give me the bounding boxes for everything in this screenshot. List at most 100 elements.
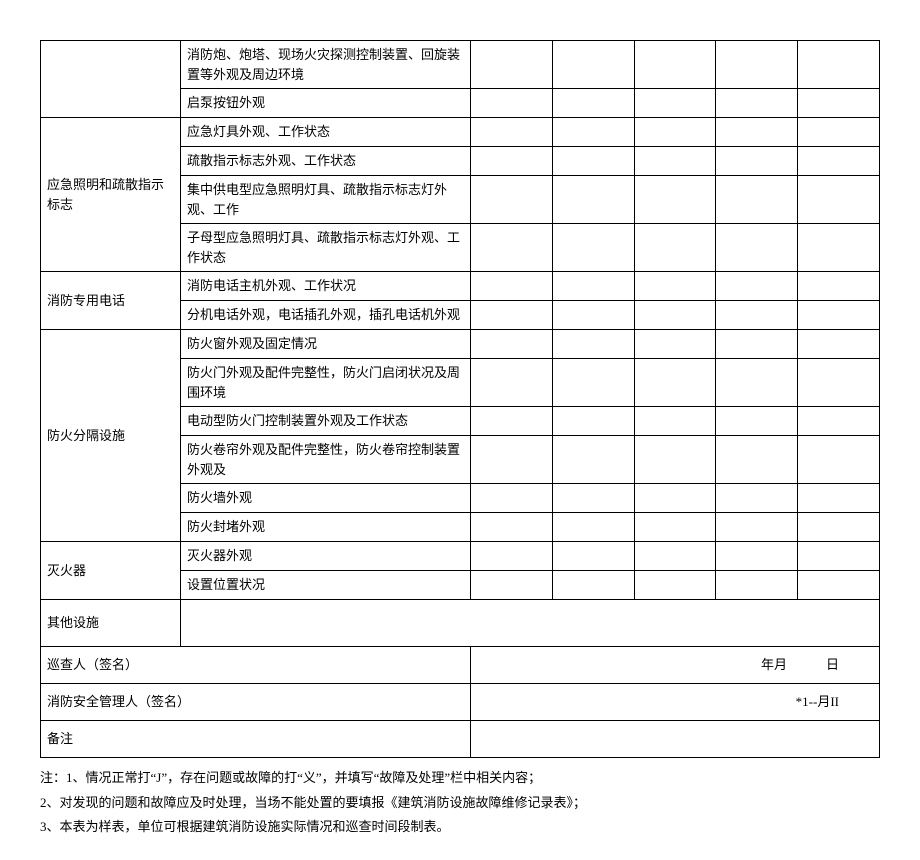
signature-date xyxy=(471,721,880,758)
check-cell xyxy=(471,571,553,600)
check-cell xyxy=(798,542,880,571)
check-cell xyxy=(716,147,798,176)
item-cell: 子母型应急照明灯具、疏散指示标志灯外观、工作状态 xyxy=(181,224,471,272)
check-cell xyxy=(634,542,716,571)
check-cell xyxy=(634,359,716,407)
check-cell xyxy=(471,147,553,176)
check-cell xyxy=(716,436,798,484)
check-cell xyxy=(471,118,553,147)
signature-label: 备注 xyxy=(41,721,471,758)
signature-date: *1--月II xyxy=(471,684,880,721)
signature-date: 年月 日 xyxy=(471,647,880,684)
check-cell xyxy=(716,41,798,89)
signature-label: 消防安全管理人（签名） xyxy=(41,684,471,721)
item-cell: 灭火器外观 xyxy=(181,542,471,571)
check-cell xyxy=(634,330,716,359)
item-cell: 分机电话外观，电话插孔外观，插孔电话机外观 xyxy=(181,301,471,330)
check-cell xyxy=(798,571,880,600)
item-cell: 设置位置状况 xyxy=(181,571,471,600)
footnote-line: 注：1、情况正常打“J”，存在问题或故障的打“义”，并填写“故障及处理”栏中相关… xyxy=(40,766,880,791)
check-cell xyxy=(798,513,880,542)
check-cell xyxy=(716,359,798,407)
category-cell: 防火分隔设施 xyxy=(41,330,181,542)
check-cell xyxy=(634,118,716,147)
item-cell: 电动型防火门控制装置外观及工作状态 xyxy=(181,407,471,436)
check-cell xyxy=(471,301,553,330)
signature-label: 巡查人（签名） xyxy=(41,647,471,684)
footnote-line: 2、对发现的问题和故障应及时处理，当场不能处置的要填报《建筑消防设施故障维修记录… xyxy=(40,791,880,816)
inspection-table: 消防炮、炮塔、现场火灾探测控制装置、回旋装置等外观及周边环境启泵按钮外观应急照明… xyxy=(40,40,880,758)
signature-row: 消防安全管理人（签名）*1--月II xyxy=(41,684,880,721)
check-cell xyxy=(552,436,634,484)
check-cell xyxy=(471,436,553,484)
table-row: 防火分隔设施防火窗外观及固定情况 xyxy=(41,330,880,359)
check-cell xyxy=(716,513,798,542)
check-cell xyxy=(471,542,553,571)
check-cell xyxy=(798,118,880,147)
item-cell: 防火卷帘外观及配件完整性，防火卷帘控制装置外观及 xyxy=(181,436,471,484)
check-cell xyxy=(552,224,634,272)
check-cell xyxy=(798,330,880,359)
check-cell xyxy=(471,513,553,542)
check-cell xyxy=(798,224,880,272)
category-cell: 灭火器 xyxy=(41,542,181,600)
check-cell xyxy=(471,272,553,301)
check-cell xyxy=(634,571,716,600)
check-cell xyxy=(634,272,716,301)
category-cell xyxy=(41,41,181,118)
check-cell xyxy=(552,513,634,542)
check-cell xyxy=(634,176,716,224)
check-cell xyxy=(634,513,716,542)
check-cell xyxy=(552,176,634,224)
table-row: 消防炮、炮塔、现场火灾探测控制装置、回旋装置等外观及周边环境 xyxy=(41,41,880,89)
item-cell: 防火封堵外观 xyxy=(181,513,471,542)
check-cell xyxy=(798,407,880,436)
check-cell xyxy=(471,41,553,89)
check-cell xyxy=(552,41,634,89)
item-cell: 防火墙外观 xyxy=(181,484,471,513)
check-cell xyxy=(798,301,880,330)
footnote-line: 3、本表为样表，单位可根据建筑消防设施实际情况和巡查时间段制表。 xyxy=(40,815,880,840)
check-cell xyxy=(634,41,716,89)
item-cell: 防火窗外观及固定情况 xyxy=(181,330,471,359)
check-cell xyxy=(798,89,880,118)
table-row: 其他设施 xyxy=(41,600,880,647)
category-cell: 其他设施 xyxy=(41,600,181,647)
check-cell xyxy=(634,484,716,513)
check-cell xyxy=(716,272,798,301)
check-cell xyxy=(716,407,798,436)
check-cell xyxy=(471,330,553,359)
signature-row: 备注 xyxy=(41,721,880,758)
check-cell xyxy=(798,176,880,224)
check-cell xyxy=(798,436,880,484)
check-cell xyxy=(716,301,798,330)
check-cell xyxy=(716,118,798,147)
item-cell: 疏散指示标志外观、工作状态 xyxy=(181,147,471,176)
item-cell: 消防电话主机外观、工作状况 xyxy=(181,272,471,301)
check-cell xyxy=(552,301,634,330)
check-cell xyxy=(634,407,716,436)
check-cell xyxy=(634,89,716,118)
check-cell xyxy=(716,176,798,224)
item-cell: 应急灯具外观、工作状态 xyxy=(181,118,471,147)
item-cell: 启泵按钮外观 xyxy=(181,89,471,118)
check-cell xyxy=(471,484,553,513)
check-cell xyxy=(471,224,553,272)
check-cell xyxy=(552,147,634,176)
item-cell: 集中供电型应急照明灯具、疏散指示标志灯外观、工作 xyxy=(181,176,471,224)
check-cell xyxy=(716,224,798,272)
check-cell xyxy=(471,359,553,407)
check-cell xyxy=(798,484,880,513)
check-cell xyxy=(716,542,798,571)
check-cell xyxy=(552,118,634,147)
check-cell xyxy=(798,359,880,407)
check-cell xyxy=(471,176,553,224)
item-cell: 消防炮、炮塔、现场火灾探测控制装置、回旋装置等外观及周边环境 xyxy=(181,41,471,89)
footnotes: 注：1、情况正常打“J”，存在问题或故障的打“义”，并填写“故障及处理”栏中相关… xyxy=(40,766,880,840)
check-cell xyxy=(716,571,798,600)
check-cell xyxy=(552,407,634,436)
check-cell xyxy=(716,89,798,118)
check-cell xyxy=(552,272,634,301)
check-cell xyxy=(552,484,634,513)
table-row: 消防专用电话消防电话主机外观、工作状况 xyxy=(41,272,880,301)
